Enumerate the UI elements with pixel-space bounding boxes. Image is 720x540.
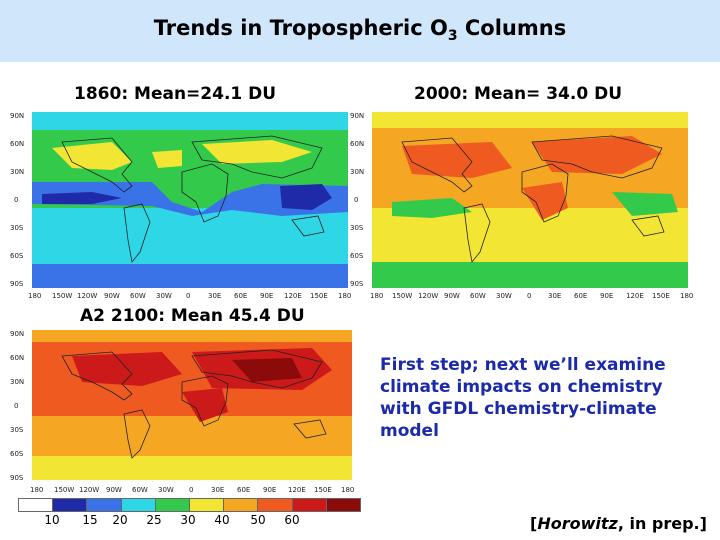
note-text: First step; next we’ll examine climate i…	[380, 355, 666, 441]
lat-label: 60S	[10, 252, 24, 260]
lat-label: 30S	[350, 224, 364, 232]
lon-label: 180	[341, 486, 355, 494]
lon-label: 30E	[548, 292, 562, 300]
lon-label: 30E	[211, 486, 225, 494]
slide-title: Trends in Tropospheric O3 Columns	[153, 16, 567, 45]
lon-label: 120E	[284, 292, 302, 300]
lat-label: 0	[14, 196, 19, 204]
colorbar-tick-label: 50	[250, 513, 266, 527]
citation: [Horowitz, in prep.]	[530, 514, 707, 533]
lat-label: 60N	[350, 140, 365, 148]
lat-label: 30S	[10, 224, 24, 232]
lon-label: 150W	[392, 292, 413, 300]
lon-label: 180	[28, 292, 42, 300]
colorbar-labels: 10 15 20 25 30 40 50 60	[18, 513, 360, 529]
map-2000-svg	[372, 112, 688, 288]
lon-label: 90E	[263, 486, 277, 494]
map-2100	[32, 330, 352, 480]
lon-label: 90W	[444, 292, 460, 300]
lon-label: 180	[30, 486, 44, 494]
lat-label: 90N	[350, 112, 365, 120]
colorbar-tick-label: 20	[112, 513, 128, 527]
lon-label: 30W	[496, 292, 512, 300]
lat-label: 30N	[10, 378, 25, 386]
lat-label: 60N	[10, 354, 25, 362]
lon-label: 0	[189, 486, 194, 494]
map-2100-svg	[32, 330, 352, 480]
lat-label: 90S	[350, 280, 364, 288]
colorbar-tick-label: 60	[284, 513, 300, 527]
lon-label: 150E	[314, 486, 332, 494]
lat-label: 90S	[10, 280, 24, 288]
colorbar-tick-label: 15	[82, 513, 98, 527]
lon-label: 90E	[260, 292, 274, 300]
lat-label: 90N	[10, 112, 25, 120]
lon-label: 180	[338, 292, 352, 300]
colorbar-swatch	[120, 498, 156, 512]
lon-label: 0	[186, 292, 191, 300]
lon-label: 60E	[574, 292, 588, 300]
lat-label: 60S	[10, 450, 24, 458]
map-label-2000: 2000: Mean= 34.0 DU	[414, 84, 622, 104]
colorbar-swatch	[325, 498, 362, 512]
lon-label: 60W	[130, 292, 146, 300]
colorbar-swatch	[223, 498, 259, 512]
colorbar-swatch	[257, 498, 293, 512]
lon-label: 30W	[158, 486, 174, 494]
lon-label: 120W	[77, 292, 98, 300]
lon-label: 150E	[310, 292, 328, 300]
colorbar-swatch	[86, 498, 122, 512]
lon-label: 150E	[652, 292, 670, 300]
map-1860-svg	[32, 112, 348, 288]
lon-label: 30E	[208, 292, 222, 300]
lat-label: 30N	[350, 168, 365, 176]
lon-label: 60W	[470, 292, 486, 300]
colorbar-swatch	[291, 498, 327, 512]
map-2000	[372, 112, 688, 288]
map-1860	[32, 112, 348, 288]
lon-label: 0	[527, 292, 532, 300]
colorbar-swatch	[18, 498, 54, 512]
lon-label: 60E	[234, 292, 248, 300]
lat-label: 30S	[10, 426, 24, 434]
colorbar	[18, 498, 362, 512]
colorbar-swatch	[189, 498, 225, 512]
lon-label: 180	[680, 292, 694, 300]
colorbar-tick-label: 40	[214, 513, 230, 527]
lon-label: 60E	[237, 486, 251, 494]
colorbar-tick-label: 10	[44, 513, 60, 527]
lat-label: 0	[354, 196, 359, 204]
lon-label: 60W	[132, 486, 148, 494]
lat-label: 30N	[10, 168, 25, 176]
lon-label: 180	[370, 292, 384, 300]
lon-label: 90E	[600, 292, 614, 300]
lat-label: 60N	[10, 140, 25, 148]
colorbar-swatch	[52, 498, 88, 512]
lon-label: 120W	[418, 292, 439, 300]
colorbar-swatch	[154, 498, 191, 512]
lon-label: 90W	[104, 292, 120, 300]
lat-label: 90S	[10, 474, 24, 482]
lon-label: 30W	[156, 292, 172, 300]
lat-label: 90N	[10, 330, 25, 338]
lon-label: 120E	[626, 292, 644, 300]
lon-label: 120W	[79, 486, 100, 494]
colorbar-tick-label: 30	[180, 513, 196, 527]
lon-label: 90W	[106, 486, 122, 494]
lon-label: 150W	[52, 292, 73, 300]
map-label-2100: A2 2100: Mean 45.4 DU	[80, 306, 305, 326]
colorbar-tick-label: 25	[146, 513, 162, 527]
lon-label: 150W	[54, 486, 75, 494]
title-bar	[0, 0, 720, 62]
lat-label: 60S	[350, 252, 364, 260]
lat-label: 0	[14, 402, 19, 410]
map-label-1860: 1860: Mean=24.1 DU	[74, 84, 277, 104]
lon-label: 120E	[288, 486, 306, 494]
